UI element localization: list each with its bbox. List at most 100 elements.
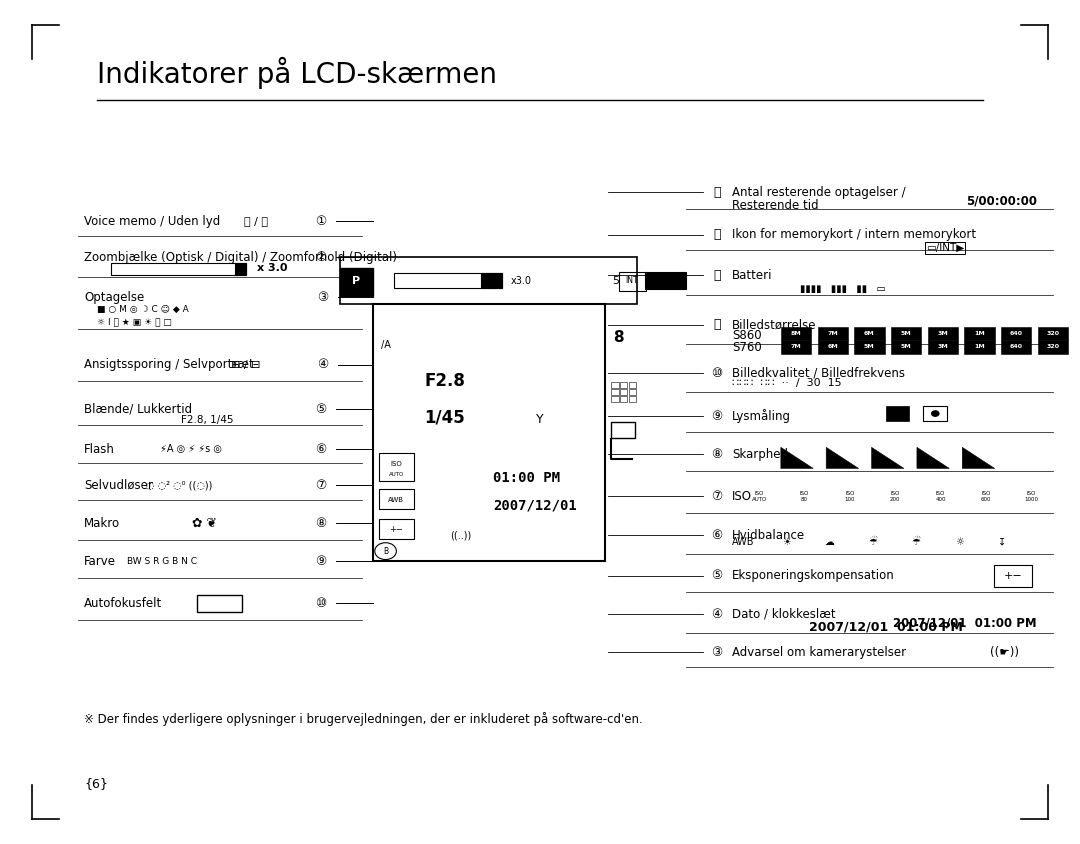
Bar [781, 327, 811, 340]
Bar [928, 340, 958, 354]
Text: ⑭: ⑭ [714, 186, 720, 199]
Text: 5M: 5M [901, 331, 912, 336]
Text: ⑫: ⑫ [714, 268, 720, 282]
Text: ↧: ↧ [998, 537, 1007, 547]
Text: 5: 5 [612, 276, 619, 285]
Text: ☼ I Ⓟ ★ ▣ ☀ Ⓢ □: ☼ I Ⓟ ★ ▣ ☀ Ⓢ □ [97, 317, 172, 326]
Text: ⑩: ⑩ [315, 597, 326, 610]
Text: ⑤: ⑤ [712, 569, 723, 582]
Bar [481, 273, 502, 289]
Text: ④: ④ [318, 358, 328, 371]
Text: Indikatorer på LCD-skærmen: Indikatorer på LCD-skærmen [97, 57, 497, 89]
Text: ▮▮▮▮   ▮▮▮   ▮▮   ▭: ▮▮▮▮ ▮▮▮ ▮▮ ▭ [799, 284, 886, 294]
Bar [854, 327, 885, 340]
Text: 6M: 6M [827, 344, 838, 349]
Text: ⑩: ⑩ [712, 366, 723, 380]
Text: ⑧: ⑧ [712, 447, 723, 461]
Text: ⑨: ⑨ [315, 555, 326, 568]
Text: F2.8: F2.8 [424, 372, 465, 390]
Text: ␧ / Ⓧ: ␧ / Ⓧ [244, 216, 268, 226]
Text: Ikon for memorykort / intern memorykort: Ikon for memorykort / intern memorykort [732, 228, 976, 241]
Text: Flash: Flash [84, 442, 116, 456]
Bar [197, 595, 242, 612]
Text: ∷∷∷  ∷∷  ··  /  30  15: ∷∷∷ ∷∷ ·· / 30 15 [732, 378, 842, 388]
Text: 5M: 5M [901, 344, 912, 349]
Text: Billedkvalitet / Billedfrekvens: Billedkvalitet / Billedfrekvens [732, 366, 905, 380]
Bar [886, 406, 909, 421]
Text: ⑥: ⑥ [712, 528, 723, 542]
Circle shape [931, 410, 940, 417]
Text: Eksponeringskompensation: Eksponeringskompensation [732, 569, 895, 582]
Text: Selvudløser: Selvudløser [84, 479, 153, 492]
Bar [928, 327, 958, 340]
Bar [611, 421, 635, 438]
Bar [379, 518, 414, 538]
Text: 2007/12/01  01:00 PM: 2007/12/01 01:00 PM [893, 616, 1037, 630]
Text: 320: 320 [1047, 344, 1059, 349]
Bar [611, 382, 619, 388]
Text: 7M: 7M [791, 344, 801, 349]
Bar [964, 327, 995, 340]
Text: ③: ③ [318, 290, 328, 304]
Polygon shape [826, 447, 859, 468]
Text: BW S R G B N C: BW S R G B N C [127, 557, 198, 565]
Text: 320: 320 [1047, 331, 1059, 336]
Bar [620, 389, 627, 395]
Text: /A: /A [381, 340, 391, 350]
Bar [379, 452, 414, 481]
Bar [611, 389, 619, 395]
Bar [923, 406, 947, 421]
Text: Advarsel om kamerarystelser: Advarsel om kamerarystelser [732, 646, 906, 659]
Text: Blænde/ Lukkertid: Blænde/ Lukkertid [84, 403, 192, 416]
Text: ⑪: ⑪ [714, 318, 720, 332]
Text: ((☛)): ((☛)) [990, 646, 1018, 659]
Bar [629, 382, 636, 388]
Text: B: B [383, 547, 388, 555]
Bar [1038, 327, 1068, 340]
Text: +−: +− [390, 525, 403, 534]
Text: ISO
80: ISO 80 [800, 491, 809, 501]
Bar [340, 268, 373, 296]
Text: Resterende tid: Resterende tid [732, 199, 819, 213]
Text: Skarphed: Skarphed [732, 447, 788, 461]
Bar [1001, 340, 1031, 354]
Text: INT: INT [625, 276, 638, 285]
Text: ISO
AUTO: ISO AUTO [752, 491, 767, 501]
Text: Autofokusfelt: Autofokusfelt [84, 597, 162, 610]
Text: Zoombjælke (Optisk / Digital) / Zoomforhold (Digital): Zoombjælke (Optisk / Digital) / Zoomforh… [84, 251, 397, 264]
Text: ISO
100: ISO 100 [845, 491, 855, 501]
Bar [619, 273, 646, 291]
Text: 5M: 5M [864, 344, 875, 349]
Text: x 3.0: x 3.0 [257, 263, 287, 273]
Text: Dato / klokkeslæt: Dato / klokkeslæt [732, 608, 836, 621]
Text: ⑧: ⑧ [315, 517, 326, 530]
Text: ISO: ISO [391, 462, 402, 468]
Text: 640: 640 [1010, 331, 1023, 336]
Bar [964, 340, 995, 354]
Bar [818, 340, 848, 354]
Text: ISO: ISO [732, 490, 753, 503]
Text: 2007/12/01: 2007/12/01 [494, 499, 577, 513]
Text: ☔: ☔ [868, 537, 877, 547]
Bar [620, 396, 627, 402]
Bar [1038, 340, 1068, 354]
Polygon shape [781, 447, 813, 468]
Bar [781, 340, 811, 354]
Text: ☀: ☀ [782, 537, 791, 547]
Bar [854, 340, 885, 354]
Text: ⊞ / ⊟: ⊞ / ⊟ [231, 360, 261, 370]
Text: 8: 8 [613, 330, 624, 345]
Bar [111, 263, 246, 275]
Text: ▭/INT▶: ▭/INT▶ [926, 243, 964, 253]
Bar [1001, 327, 1031, 340]
Text: 3M: 3M [937, 331, 948, 336]
Text: 2007/12/01  01:00 PM: 2007/12/01 01:00 PM [809, 620, 962, 634]
Text: ☔: ☔ [912, 537, 920, 547]
Text: AWB: AWB [389, 497, 404, 503]
Text: ◌ ◌² ◌⁰ ((◌)): ◌ ◌² ◌⁰ ((◌)) [146, 480, 212, 490]
Text: ※ Der findes yderligere oplysninger i brugervejledningen, der er inkluderet på s: ※ Der findes yderligere oplysninger i br… [84, 712, 643, 726]
Text: ⑬: ⑬ [714, 228, 720, 241]
Bar [379, 489, 414, 509]
Text: 7M: 7M [827, 331, 838, 336]
Text: 1/45: 1/45 [424, 408, 465, 426]
